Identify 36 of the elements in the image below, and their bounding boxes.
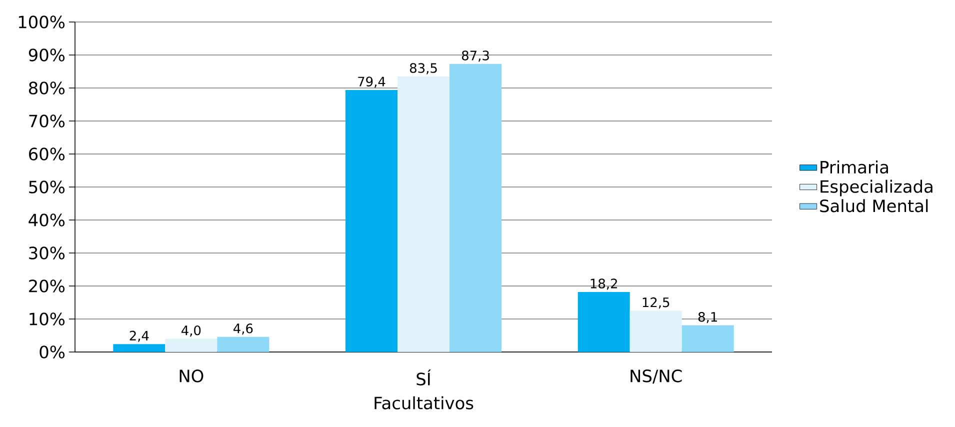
data-label: 87,3 — [462, 50, 489, 62]
y-tick-label: 40% — [28, 214, 65, 226]
bar — [682, 325, 734, 352]
data-label: 4,6 — [234, 324, 253, 335]
data-label: 18,2 — [590, 278, 617, 290]
bar — [450, 64, 502, 352]
data-label: 2,4 — [130, 330, 149, 342]
y-tick-label: 20% — [29, 280, 65, 292]
x-tick-label: NO — [180, 370, 204, 382]
data-label: 8,1 — [698, 312, 717, 324]
bar — [398, 76, 450, 352]
bar — [217, 336, 270, 352]
data-label: 79,4 — [358, 76, 386, 88]
x-tick-label: SÍ — [416, 370, 431, 386]
y-tick-label: 10% — [30, 312, 65, 326]
legend-label: Especializada — [820, 180, 932, 196]
bar — [346, 90, 398, 352]
y-tick-label: 0% — [40, 346, 65, 358]
y-tick-label: 30% — [29, 246, 65, 260]
data-label: 12,5 — [642, 297, 670, 309]
bar — [165, 338, 218, 352]
legend-label: Salud Mental — [820, 199, 928, 212]
x-tick-label: NS/NC — [630, 370, 682, 384]
y-tick-label: 90% — [28, 48, 65, 62]
bar — [630, 310, 682, 352]
data-label: 83,5 — [410, 63, 437, 74]
x-axis-title: Facultativos — [374, 396, 474, 410]
bar — [578, 292, 630, 352]
legend-label: Primaria — [820, 160, 888, 174]
y-tick-label: 80% — [28, 82, 65, 94]
y-tick-label: 50% — [29, 180, 65, 194]
y-tick-label: 100% — [18, 16, 65, 28]
y-tick-label: 60% — [29, 148, 65, 160]
y-tick-label: 70% — [29, 114, 65, 128]
bar — [113, 344, 166, 352]
data-label: 4,0 — [182, 325, 201, 337]
